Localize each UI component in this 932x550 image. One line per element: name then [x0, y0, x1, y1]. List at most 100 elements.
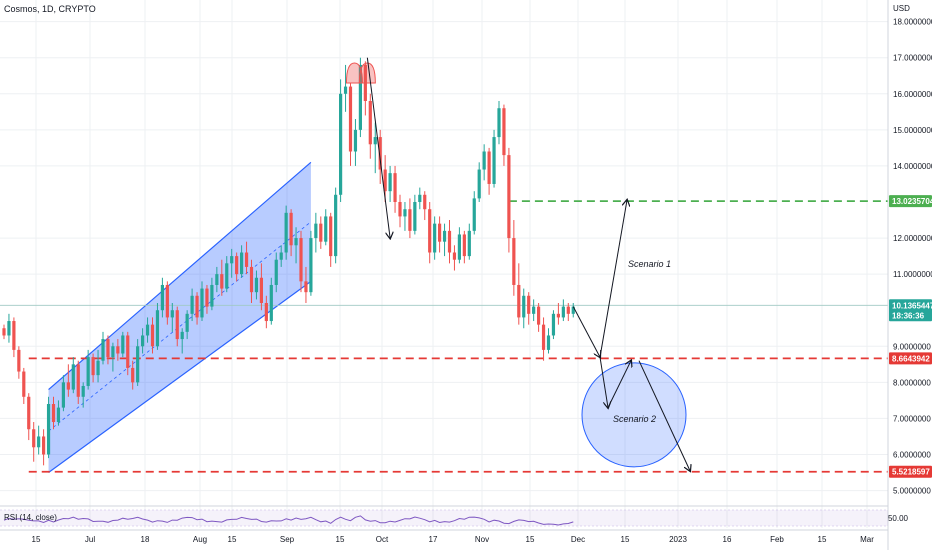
candle-body[interactable] [244, 252, 249, 267]
candle-body[interactable] [423, 194, 427, 210]
candle-body[interactable] [472, 198, 476, 231]
candle-body[interactable] [210, 284, 214, 307]
candle-body[interactable] [46, 404, 51, 455]
candle-body[interactable] [522, 295, 526, 318]
candle-body[interactable] [279, 252, 283, 260]
candle-body[interactable] [150, 324, 155, 347]
candle-body[interactable] [37, 436, 41, 448]
scenario-2-arrow-b[interactable] [607, 361, 631, 408]
candle-body[interactable] [116, 346, 120, 354]
candle-body[interactable] [343, 86, 348, 94]
candle-body[interactable] [571, 306, 575, 314]
candle-body[interactable] [447, 230, 452, 253]
candle-body[interactable] [180, 331, 184, 340]
candle-body[interactable] [398, 202, 402, 217]
candle-body[interactable] [22, 371, 26, 397]
candle-body[interactable] [289, 212, 293, 246]
candle-body[interactable] [86, 357, 90, 386]
candle-body[interactable] [66, 382, 70, 390]
candle-body[interactable] [551, 313, 556, 336]
double-top-peak-1[interactable] [345, 62, 363, 84]
candle-body[interactable] [517, 284, 521, 318]
candle-body[interactable] [319, 223, 323, 242]
double-top-peak-2[interactable] [358, 62, 376, 84]
candle-body[interactable] [7, 321, 11, 336]
candle-body[interactable] [556, 313, 560, 318]
candle-body[interactable] [462, 234, 466, 257]
candle-body[interactable] [388, 173, 392, 192]
candle-body[interactable] [294, 238, 298, 246]
candle-body[interactable] [220, 274, 224, 289]
candle-body[interactable] [373, 137, 377, 145]
candle-body[interactable] [61, 382, 65, 408]
candle-body[interactable] [269, 284, 273, 322]
candle-body[interactable] [165, 284, 169, 318]
candle-body[interactable] [131, 367, 135, 383]
candle-body[interactable] [329, 216, 333, 257]
candle-body[interactable] [32, 429, 36, 448]
candle-body[interactable] [418, 194, 422, 202]
candle-body[interactable] [324, 216, 328, 242]
candle-body[interactable] [339, 93, 343, 195]
candle-body[interactable] [205, 288, 209, 307]
candle-body[interactable] [249, 266, 254, 293]
candle-body[interactable] [477, 169, 481, 199]
candle-body[interactable] [240, 252, 244, 275]
candle-body[interactable] [358, 64, 362, 130]
candle-body[interactable] [353, 129, 358, 152]
candle-body[interactable] [126, 335, 130, 368]
candle-body[interactable] [71, 364, 75, 390]
candle-body[interactable] [497, 108, 501, 138]
candle-body[interactable] [264, 303, 268, 322]
candle-body[interactable] [452, 252, 457, 260]
candle-body[interactable] [403, 209, 407, 217]
candle-body[interactable] [2, 328, 6, 336]
candle-body[interactable] [259, 277, 263, 303]
chart-title[interactable]: Cosmos, 1D, CRYPTO [4, 4, 96, 14]
candle-body[interactable] [141, 335, 145, 347]
candle-body[interactable] [368, 101, 372, 145]
drop-arrow[interactable] [366, 57, 390, 238]
candle-body[interactable] [17, 349, 21, 372]
candle-body[interactable] [566, 306, 570, 314]
candle-body[interactable] [314, 223, 318, 239]
candle-body[interactable] [304, 281, 308, 293]
channel-upper-line[interactable] [48, 161, 312, 391]
candle-body[interactable] [111, 346, 115, 358]
candle-body[interactable] [532, 306, 536, 314]
candle-body[interactable] [160, 284, 164, 311]
candle-body[interactable] [27, 396, 31, 430]
candle-body[interactable] [51, 404, 56, 423]
candle-body[interactable] [537, 306, 541, 325]
candle-body[interactable] [348, 86, 353, 152]
rsi-line[interactable] [3, 515, 574, 526]
candle-body[interactable] [502, 108, 506, 156]
scenario-2-arrow-c[interactable] [638, 360, 690, 471]
rsi-indicator-label[interactable]: RSI (14, close) [4, 513, 57, 522]
candle-body[interactable] [225, 263, 229, 289]
candle-body[interactable] [274, 259, 278, 285]
candle-body[interactable] [442, 230, 447, 242]
candle-body[interactable] [546, 335, 551, 350]
candle-body[interactable] [541, 324, 546, 350]
candle-body[interactable] [309, 238, 313, 293]
candle-body[interactable] [215, 274, 219, 285]
candle-body[interactable] [487, 151, 491, 184]
candle-body[interactable] [378, 137, 382, 170]
candle-body[interactable] [96, 360, 100, 376]
candle-body[interactable] [185, 313, 189, 332]
candle-body[interactable] [190, 295, 194, 314]
candle-body[interactable] [200, 288, 204, 318]
candle-body[interactable] [527, 295, 531, 314]
candle-body[interactable] [393, 173, 397, 202]
candle-body[interactable] [507, 155, 511, 239]
candle-body[interactable] [284, 212, 288, 253]
candle-body[interactable] [91, 357, 95, 376]
candle-body[interactable] [195, 295, 199, 318]
candle-body[interactable] [12, 321, 16, 350]
candle-body[interactable] [512, 238, 516, 285]
candle-body[interactable] [230, 256, 234, 264]
candle-body[interactable] [42, 436, 46, 455]
candle-body[interactable] [413, 202, 417, 231]
